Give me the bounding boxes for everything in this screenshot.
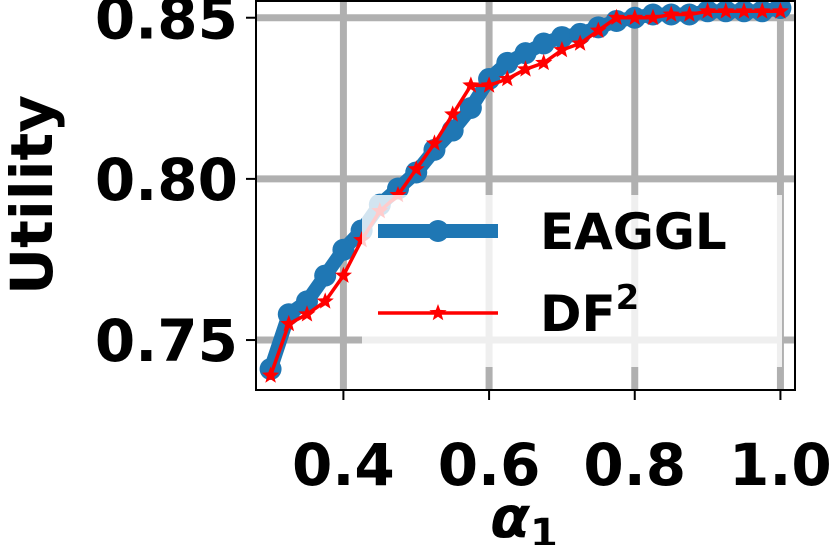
plot-frame (255, 0, 796, 391)
data-point (680, 5, 698, 22)
data-point (553, 41, 571, 58)
data-point (423, 138, 446, 161)
x-tick-label: 0.4 (292, 431, 395, 499)
data-point (571, 34, 589, 51)
y-tick-label: 0.75 (95, 307, 238, 375)
data-point (425, 134, 443, 151)
data-point (753, 2, 771, 19)
data-point (444, 105, 462, 122)
data-point (532, 32, 555, 55)
legend-entry: DF2 (378, 278, 639, 343)
data-point (316, 292, 334, 309)
data-point (589, 21, 607, 38)
data-point (717, 2, 735, 19)
data-point (480, 76, 498, 93)
data-point (459, 96, 482, 119)
data-point (626, 8, 644, 25)
data-point (314, 264, 337, 287)
series-layer (259, 0, 792, 383)
data-point (550, 26, 573, 49)
data-point (662, 5, 680, 22)
data-point (295, 290, 318, 313)
x-tick-label: 0.6 (438, 431, 541, 499)
data-point (353, 231, 371, 248)
data-point (535, 53, 553, 71)
y-tick-label: 0.85 (95, 0, 238, 53)
series-df (262, 2, 789, 383)
x-tick-label: 0.8 (583, 431, 686, 499)
data-point (441, 119, 464, 142)
data-point (735, 2, 753, 19)
x-axis-label: α1 (490, 483, 558, 545)
y-tick-label: 0.80 (95, 146, 238, 214)
legend-marker (429, 304, 447, 321)
x-tick-label: 1.0 (729, 431, 830, 499)
data-point (699, 2, 717, 19)
data-point (462, 76, 480, 93)
data-point (608, 8, 626, 25)
data-point (407, 160, 425, 177)
legend-marker (427, 220, 449, 242)
legend: EAGGL DF2 (362, 195, 782, 367)
data-point (516, 60, 535, 77)
data-point (334, 266, 352, 283)
data-point (389, 186, 407, 203)
data-point (262, 366, 280, 383)
data-point (280, 314, 298, 332)
data-point (498, 70, 516, 87)
legend-label: DF2 (540, 278, 639, 343)
legend-entry: EAGGL (378, 203, 727, 261)
legend-label: EAGGL (540, 203, 727, 261)
data-point (514, 42, 537, 65)
data-point (332, 238, 355, 261)
data-point (644, 8, 662, 25)
data-point (771, 2, 789, 19)
y-axis-label: Utility (0, 95, 66, 295)
data-point (496, 51, 519, 74)
data-point (298, 305, 316, 322)
axis-ticks: 0.4 0.6 0.8 1.0 0.75 0.80 0.85 (95, 0, 830, 499)
